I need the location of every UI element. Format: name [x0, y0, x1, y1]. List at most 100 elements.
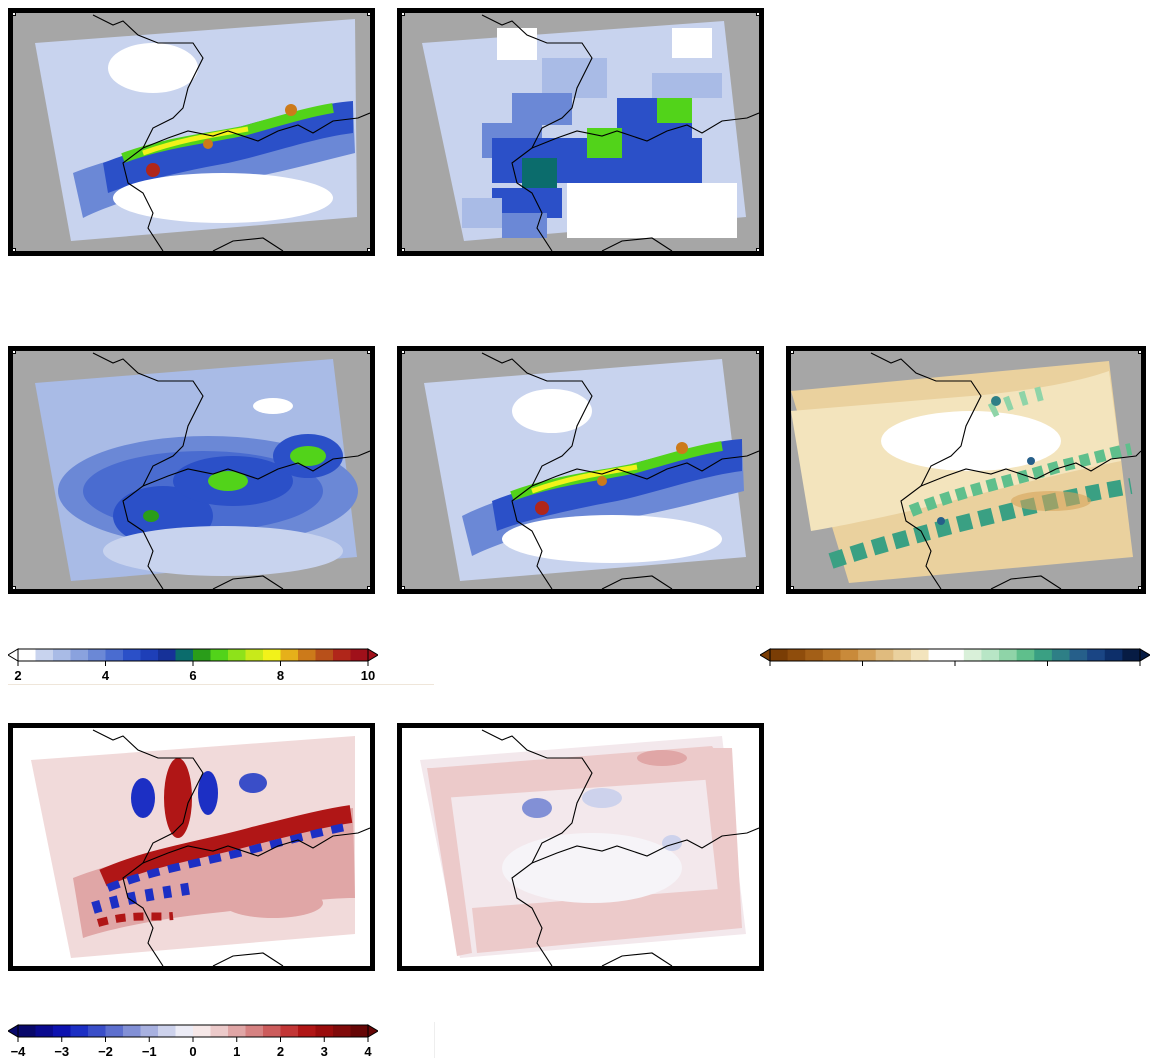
colorbar-swatch [350, 1025, 369, 1037]
colorbar-swatch [70, 649, 89, 661]
colorbar-swatch [158, 1025, 176, 1037]
colorbar-precip-scale [8, 648, 378, 666]
colorbar-tick-label: 6 [189, 668, 197, 683]
colorbar-swatch [228, 649, 246, 661]
corner-marker [402, 351, 405, 354]
corner-marker [13, 248, 16, 251]
colorbar-tick-label: −1 [141, 1044, 157, 1059]
colorbar-tick-label: −3 [54, 1044, 70, 1059]
divider-line [434, 1022, 435, 1058]
colorbar-tick-label: −2 [98, 1044, 113, 1059]
map-panel-diff-1 [8, 723, 375, 971]
colorbar-swatch [1087, 649, 1106, 661]
colorbar-swatch [999, 649, 1018, 661]
corner-marker [402, 248, 405, 251]
colorbar-left-arrow [8, 1024, 19, 1038]
colorbar-tick-label: −4 [10, 1044, 26, 1059]
colorbar-swatch [928, 649, 947, 661]
colorbar-swatch [858, 649, 877, 661]
colorbar-swatch [963, 649, 982, 661]
colorbar-swatch [822, 649, 841, 661]
colorbar-swatch [350, 649, 369, 661]
colorbar-right-arrow [1139, 648, 1150, 662]
colorbar-swatch [263, 1025, 281, 1037]
colorbar-swatch [175, 1025, 194, 1037]
colorbar-swatch [158, 649, 176, 661]
map-field [35, 352, 370, 589]
divider-line [8, 684, 434, 685]
colorbar-diverging-scale [8, 1024, 378, 1042]
map-panel-downscaled-precip [397, 346, 764, 594]
corner-marker [367, 13, 370, 16]
colorbar-tick-label: 3 [320, 1044, 328, 1059]
map-field [791, 352, 1141, 589]
colorbar-swatch [105, 649, 124, 661]
colorbar-swatch [1122, 649, 1141, 661]
colorbar-tick-label: 2 [14, 668, 22, 683]
colorbar-swatch [315, 649, 334, 661]
colorbar-swatch [193, 1025, 211, 1037]
corner-marker [756, 586, 759, 589]
corner-marker [1138, 586, 1141, 589]
colorbar-swatch [805, 649, 824, 661]
colorbar-swatch [1016, 649, 1035, 661]
map-panel-hires-precip [8, 8, 375, 256]
colorbar-swatch [910, 649, 930, 661]
colorbar-right-arrow [367, 648, 378, 662]
colorbar-left-arrow [8, 648, 19, 662]
corner-marker [13, 13, 16, 16]
map-panel-diff-2 [397, 723, 764, 971]
colorbar-swatch [228, 1025, 246, 1037]
colorbar-swatch [840, 649, 859, 661]
colorbar-swatch [123, 649, 141, 661]
colorbar-right-arrow [367, 1024, 378, 1038]
colorbar-swatch [53, 1025, 71, 1037]
map-field [35, 14, 370, 251]
colorbar-swatch [875, 649, 894, 661]
colorbar-swatch [70, 1025, 89, 1037]
colorbar-swatch [175, 649, 194, 661]
corner-marker [756, 248, 759, 251]
colorbar-swatch [35, 1025, 54, 1037]
colorbar-swatch [123, 1025, 141, 1037]
colorbar-swatch [787, 649, 806, 661]
colorbar-swatch [140, 649, 159, 661]
colorbar-swatch [1034, 649, 1053, 661]
colorbar-swatch [18, 1025, 36, 1037]
colorbar-swatch [263, 649, 281, 661]
corner-marker [402, 586, 405, 589]
colorbar-swatch [1051, 649, 1071, 661]
map-field [422, 14, 759, 251]
colorbar-swatch [18, 649, 36, 661]
colorbar-swatch [333, 649, 351, 661]
colorbar-swatch [893, 649, 912, 661]
colorbar-swatch [333, 1025, 351, 1037]
colorbar-swatch [280, 649, 299, 661]
corner-marker [367, 248, 370, 251]
colorbar-swatch [53, 649, 71, 661]
colorbar-brown-green [760, 646, 1150, 676]
colorbar-diverging: −4 −3 −2 −1 0 1 2 3 4 [8, 1022, 378, 1062]
colorbar-swatch [35, 649, 54, 661]
corner-marker [13, 351, 16, 354]
colorbar-swatch [245, 1025, 264, 1037]
colorbar-swatch [298, 649, 316, 661]
colorbar-swatch [245, 649, 264, 661]
colorbar-tick-label: 2 [276, 1044, 285, 1059]
colorbar-swatch [1069, 649, 1088, 661]
corner-marker [791, 351, 794, 354]
colorbar-tick-label: 10 [360, 668, 376, 683]
corner-marker [13, 586, 16, 589]
colorbar-swatch [298, 1025, 316, 1037]
colorbar-swatch [981, 649, 1000, 661]
map-panel-ratio-field [786, 346, 1146, 594]
colorbar-tick-label: 0 [189, 1044, 197, 1059]
colorbar-tick-label: 8 [276, 668, 285, 683]
colorbar-swatch [210, 649, 229, 661]
corner-marker [1138, 351, 1141, 354]
colorbar-left-arrow [760, 648, 771, 662]
colorbar-swatch [193, 649, 211, 661]
colorbar-swatch [140, 1025, 159, 1037]
colorbar-swatch [1104, 649, 1123, 661]
corner-marker [791, 586, 794, 589]
